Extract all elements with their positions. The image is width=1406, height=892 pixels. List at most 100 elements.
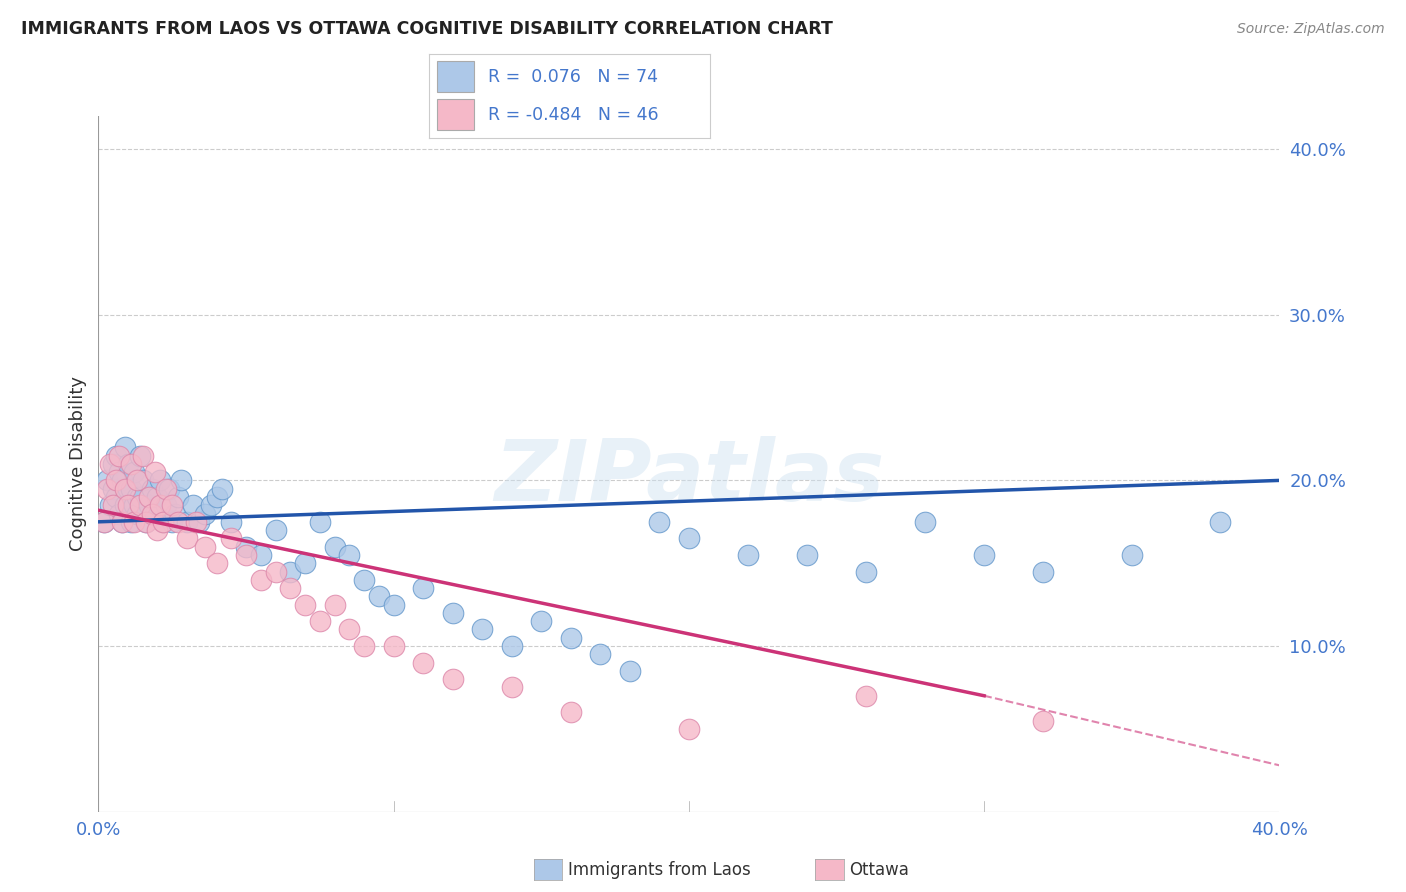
Point — [441, 672, 464, 686]
Point — [125, 490, 148, 504]
Point — [117, 498, 139, 512]
Point — [737, 548, 759, 562]
Point — [264, 565, 287, 579]
Point — [125, 507, 148, 521]
Point — [122, 498, 145, 512]
Point — [114, 482, 136, 496]
Point — [309, 614, 332, 628]
Text: IMMIGRANTS FROM LAOS VS OTTAWA COGNITIVE DISABILITY CORRELATION CHART: IMMIGRANTS FROM LAOS VS OTTAWA COGNITIVE… — [21, 20, 832, 37]
Point — [155, 498, 177, 512]
Text: Immigrants from Laos: Immigrants from Laos — [568, 861, 751, 879]
Y-axis label: Cognitive Disability: Cognitive Disability — [69, 376, 87, 551]
Bar — [437, 99, 474, 130]
Point — [973, 548, 995, 562]
Text: Source: ZipAtlas.com: Source: ZipAtlas.com — [1237, 22, 1385, 37]
Point — [235, 540, 257, 554]
Point — [194, 540, 217, 554]
Point — [167, 515, 190, 529]
Point — [337, 548, 360, 562]
Point — [205, 490, 228, 504]
Point — [93, 515, 115, 529]
Point — [323, 540, 346, 554]
Point — [141, 507, 163, 521]
Point — [294, 556, 316, 570]
Text: R =  0.076   N = 74: R = 0.076 N = 74 — [488, 69, 658, 87]
Point — [250, 548, 273, 562]
Point — [187, 515, 209, 529]
Point — [152, 515, 174, 529]
Point — [111, 515, 134, 529]
Point — [138, 498, 160, 512]
Bar — [437, 62, 474, 92]
Point — [648, 515, 671, 529]
Text: R = -0.484   N = 46: R = -0.484 N = 46 — [488, 105, 658, 123]
Point — [111, 515, 134, 529]
Point — [382, 639, 405, 653]
Point — [294, 598, 316, 612]
Point — [114, 498, 136, 512]
Point — [471, 623, 494, 637]
Point — [117, 457, 139, 471]
Point — [122, 515, 145, 529]
Point — [146, 523, 169, 537]
Point — [105, 449, 128, 463]
Point — [353, 639, 375, 653]
Point — [149, 498, 172, 512]
Point — [170, 474, 193, 488]
Point — [162, 515, 183, 529]
Point — [501, 639, 523, 653]
Point — [501, 681, 523, 695]
Point — [111, 474, 134, 488]
Point — [135, 515, 157, 529]
Point — [441, 606, 464, 620]
Point — [155, 482, 177, 496]
Point — [132, 449, 155, 463]
Point — [382, 598, 405, 612]
Point — [103, 482, 125, 496]
Point — [96, 482, 118, 496]
Point — [678, 722, 700, 736]
Point — [368, 590, 391, 604]
Point — [176, 515, 198, 529]
Point — [98, 457, 121, 471]
Point — [152, 515, 174, 529]
Point — [412, 656, 434, 670]
Point — [855, 565, 877, 579]
Point — [138, 490, 160, 504]
Point — [219, 532, 242, 546]
Point — [98, 498, 121, 512]
Point — [278, 581, 302, 595]
Point — [105, 490, 128, 504]
Point — [143, 507, 166, 521]
Point — [796, 548, 818, 562]
Point — [128, 490, 150, 504]
Point — [165, 507, 187, 521]
Point — [108, 507, 131, 521]
Point — [96, 474, 118, 488]
Point — [1032, 714, 1054, 728]
Point — [678, 532, 700, 546]
Point — [167, 490, 190, 504]
Text: ZIPatlas: ZIPatlas — [494, 436, 884, 519]
Point — [149, 474, 172, 488]
Point — [146, 490, 169, 504]
Point — [278, 565, 302, 579]
Point — [205, 556, 228, 570]
Point — [353, 573, 375, 587]
Point — [141, 482, 163, 496]
Point — [530, 614, 553, 628]
Point — [1121, 548, 1143, 562]
Point — [211, 482, 233, 496]
Point — [219, 515, 242, 529]
Point — [120, 457, 142, 471]
Text: Ottawa: Ottawa — [849, 861, 910, 879]
Point — [108, 449, 131, 463]
Point — [200, 498, 222, 512]
Point — [108, 465, 131, 479]
Point — [309, 515, 332, 529]
Point — [412, 581, 434, 595]
Point — [162, 498, 183, 512]
Point — [184, 515, 207, 529]
Point — [176, 532, 198, 546]
Point — [105, 474, 128, 488]
